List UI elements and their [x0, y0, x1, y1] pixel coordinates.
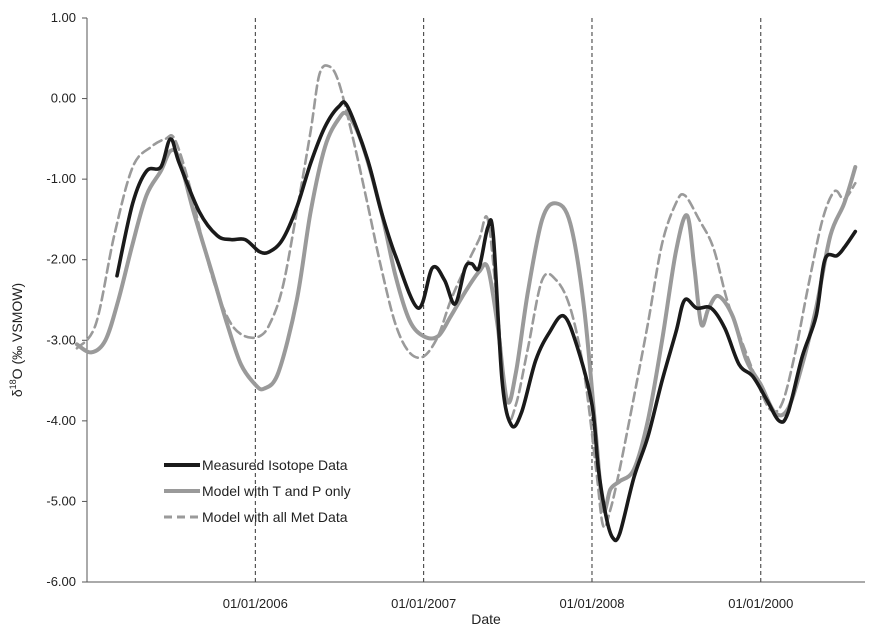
series-line-model-tp: [74, 110, 858, 514]
y-tick-label: 0.00: [51, 91, 76, 106]
legend-label-measured: Measured Isotope Data: [202, 457, 348, 473]
y-tick-label: 1.00: [51, 10, 76, 25]
y-tick-label: -5.00: [46, 493, 76, 508]
y-tick-label: -1.00: [46, 171, 76, 186]
x-tick-label: 01/01/2008: [559, 596, 624, 611]
x-tick-label: 01/01/2006: [223, 596, 288, 611]
x-axis-title: Date: [471, 611, 501, 627]
vertical-dashed-lines: [254, 18, 762, 582]
x-tick-label: 01/01/2000: [728, 596, 793, 611]
y-tick-label: -6.00: [46, 574, 76, 589]
legend: Measured Isotope Data Model with T and P…: [164, 457, 351, 525]
x-tick-label: 01/01/2007: [391, 596, 456, 611]
series-lines: [74, 64, 858, 543]
series-line-model-met: [75, 64, 857, 529]
x-tick-labels: 01/01/2006 01/01/2007 01/01/2008 01/01/2000: [223, 596, 794, 611]
y-tick-label: -3.00: [46, 332, 76, 347]
legend-label-model-met: Model with all Met Data: [202, 509, 348, 525]
series-line-measured: [115, 100, 858, 543]
axes: [82, 17, 865, 583]
legend-label-model-tp: Model with T and P only: [202, 483, 351, 499]
y-tick-labels: 1.00 0.00 -1.00 -2.00 -3.00 -4.00 -5.00 -6.00: [46, 10, 76, 589]
y-axis-title: δ18O (‰ VSMOW): [8, 283, 25, 397]
y-tick-label: -2.00: [46, 252, 76, 267]
y-tick-label: -4.00: [46, 413, 76, 428]
